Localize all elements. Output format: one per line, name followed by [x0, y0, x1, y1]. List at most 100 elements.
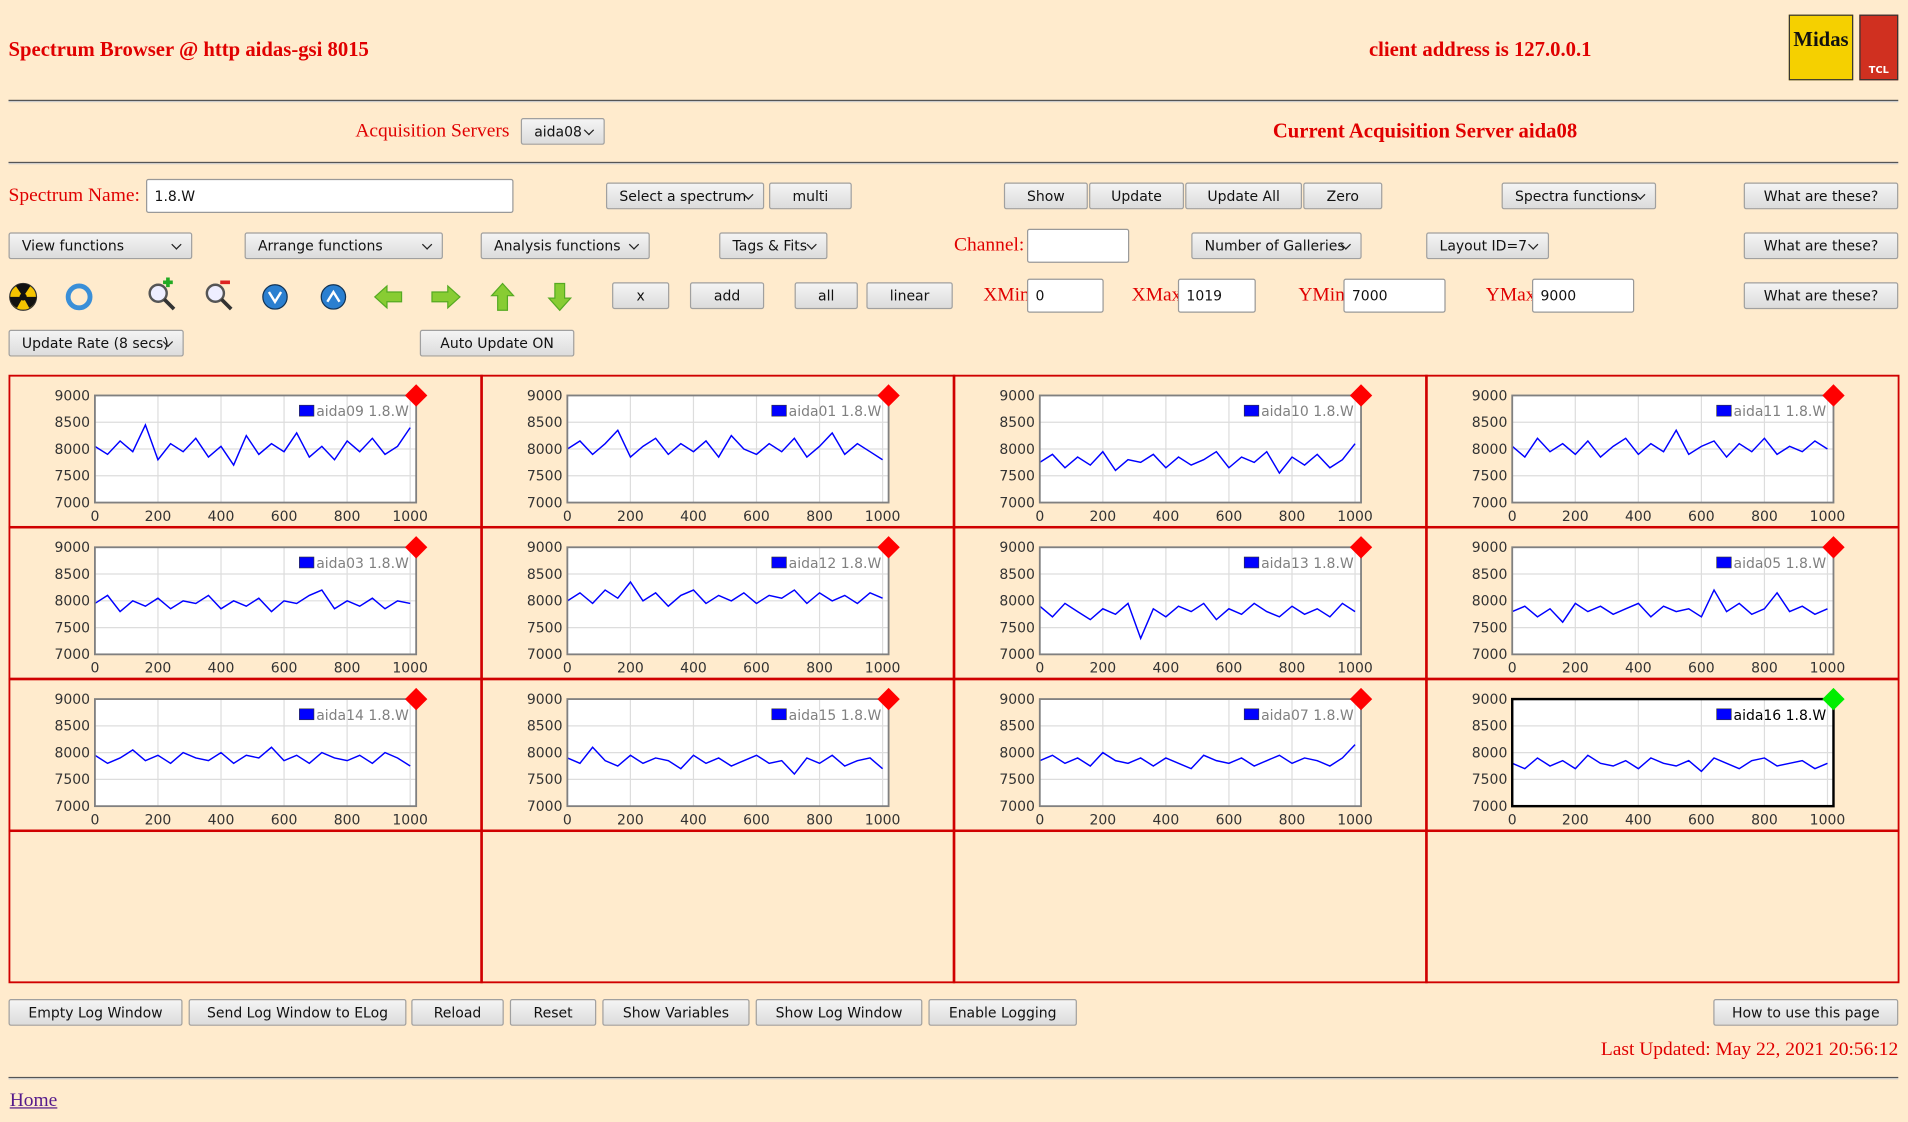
legend-label: aida01 1.8.W [789, 404, 882, 420]
y-tick-label: 8500 [527, 415, 563, 431]
show-button[interactable]: Show [1004, 183, 1088, 210]
x-button[interactable]: x [612, 282, 669, 309]
tags-fits[interactable]: Tags & Fits [719, 232, 827, 259]
x-tick-label: 200 [1089, 812, 1116, 828]
linear-button[interactable]: linear [866, 282, 952, 309]
footer-button[interactable]: Send Log Window to ELog [189, 999, 407, 1026]
y-tick-label: 8000 [1472, 745, 1508, 761]
x-tick-label: 800 [334, 509, 361, 525]
zoom-out-icon[interactable] [207, 282, 231, 309]
legend-swatch [1717, 405, 1732, 416]
x-tick-label: 400 [1625, 812, 1652, 828]
footer-button[interactable]: Show Log Window [756, 999, 923, 1026]
update-rate[interactable]: Update Rate (8 secs) [9, 330, 184, 357]
legend-label: aida09 1.8.W [316, 404, 409, 420]
spectrum-name-input[interactable]: 1.8.W [146, 179, 513, 213]
view-functions[interactable]: View functions [9, 232, 193, 259]
x-tick-label: 1000 [865, 509, 901, 525]
server-select[interactable]: aida08 [521, 118, 605, 145]
ymax-input[interactable]: 9000 [1532, 279, 1634, 313]
y-tick-label: 8500 [54, 415, 90, 431]
down-icon[interactable] [263, 285, 287, 309]
x-tick-label: 600 [1216, 661, 1243, 677]
help-button[interactable]: What are these? [1744, 183, 1899, 210]
y-tick-label: 9000 [54, 540, 90, 556]
y-tick-label: 7500 [999, 620, 1035, 636]
dropdown-arrow [171, 239, 181, 249]
y-tick-label: 7000 [999, 799, 1035, 815]
right-arrow-icon[interactable] [432, 286, 460, 308]
x-tick-label: 1000 [1337, 509, 1373, 525]
auto-update-button[interactable]: Auto Update ON [420, 330, 575, 357]
servers-label: Acquisition Servers [355, 118, 509, 145]
x-tick-label: 800 [334, 661, 361, 677]
footer-button[interactable]: Enable Logging [928, 999, 1076, 1026]
update-all-button[interactable]: Update All [1185, 183, 1302, 210]
left-arrow-icon[interactable] [375, 286, 402, 308]
y-tick-label: 9000 [1472, 540, 1508, 556]
x-tick-label: 0 [1035, 509, 1044, 525]
dropdown-arrow [806, 239, 816, 249]
galleries-select[interactable]: Number of Galleries [1191, 232, 1361, 259]
dropdown-arrow [1528, 239, 1538, 249]
gallery-cell [482, 831, 954, 983]
y-tick-label: 7500 [1472, 772, 1508, 788]
legend-swatch [1244, 709, 1259, 720]
arrange-functions[interactable]: Arrange functions [245, 232, 443, 259]
layout-select[interactable]: Layout ID=7 [1426, 232, 1549, 259]
x-tick-label: 600 [1216, 812, 1243, 828]
up-arrow-icon[interactable] [492, 284, 514, 311]
x-tick-label: 0 [563, 509, 572, 525]
down-arrow-icon[interactable] [549, 284, 571, 311]
add-button[interactable]: add [690, 282, 764, 309]
y-tick-label: 7500 [1472, 469, 1508, 485]
xmin-input[interactable]: 0 [1027, 279, 1104, 313]
x-tick-label: 200 [1562, 661, 1589, 677]
ymin-input[interactable]: 7000 [1343, 279, 1445, 313]
footer-button[interactable]: Show Variables [602, 999, 749, 1026]
xmax-input[interactable]: 1019 [1178, 279, 1256, 313]
footer-button[interactable]: Empty Log Window [9, 999, 183, 1026]
y-tick-label: 9000 [527, 388, 563, 404]
x-tick-label: 800 [1751, 661, 1778, 677]
y-tick-label: 7000 [999, 495, 1035, 511]
spectra-functions[interactable]: Spectra functions [1502, 183, 1657, 210]
how-to-button[interactable]: How to use this page [1713, 999, 1898, 1026]
all-button[interactable]: all [795, 282, 858, 309]
y-tick-label: 7000 [527, 495, 563, 511]
client-address: client address is 127.0.0.1 [1369, 37, 1592, 64]
up-icon[interactable] [321, 285, 345, 309]
y-tick-label: 8500 [1472, 415, 1508, 431]
help-button[interactable]: What are these? [1744, 232, 1899, 259]
channel-input[interactable] [1027, 229, 1129, 263]
midas-logo: Midas [1789, 15, 1853, 81]
legend-label: aida12 1.8.W [789, 556, 882, 572]
footer-button[interactable]: Reset [510, 999, 596, 1026]
legend-label: aida07 1.8.W [1261, 708, 1354, 724]
channel-label: Channel: [954, 232, 1024, 259]
radiation-icon[interactable] [10, 284, 37, 311]
separator [9, 1077, 1899, 1079]
help-button[interactable]: What are these? [1744, 282, 1899, 309]
xmin-label: XMin [983, 282, 1030, 309]
zoom-in-icon[interactable] [150, 277, 174, 309]
legend-swatch [772, 405, 787, 416]
zero-button[interactable]: Zero [1303, 183, 1382, 210]
multi-button[interactable]: multi [769, 183, 852, 210]
refresh-icon[interactable] [68, 286, 90, 308]
y-tick-label: 8000 [527, 745, 563, 761]
legend-label: aida14 1.8.W [316, 708, 409, 724]
legend-swatch [299, 709, 314, 720]
update-button[interactable]: Update [1089, 183, 1184, 210]
select-spectrum[interactable]: Select a spectrum [606, 183, 764, 210]
x-tick-label: 600 [1688, 661, 1715, 677]
x-tick-label: 0 [90, 812, 99, 828]
current-server: Current Acquisition Server aida08 [1273, 118, 1577, 145]
home-link[interactable]: Home [10, 1088, 58, 1115]
y-tick-label: 8500 [54, 567, 90, 583]
y-tick-label: 9000 [999, 540, 1035, 556]
page-title: Spectrum Browser @ http aidas-gsi 8015 [9, 37, 369, 64]
analysis-functions[interactable]: Analysis functions [481, 232, 650, 259]
footer-button[interactable]: Reload [411, 999, 503, 1026]
y-tick-label: 7500 [999, 469, 1035, 485]
